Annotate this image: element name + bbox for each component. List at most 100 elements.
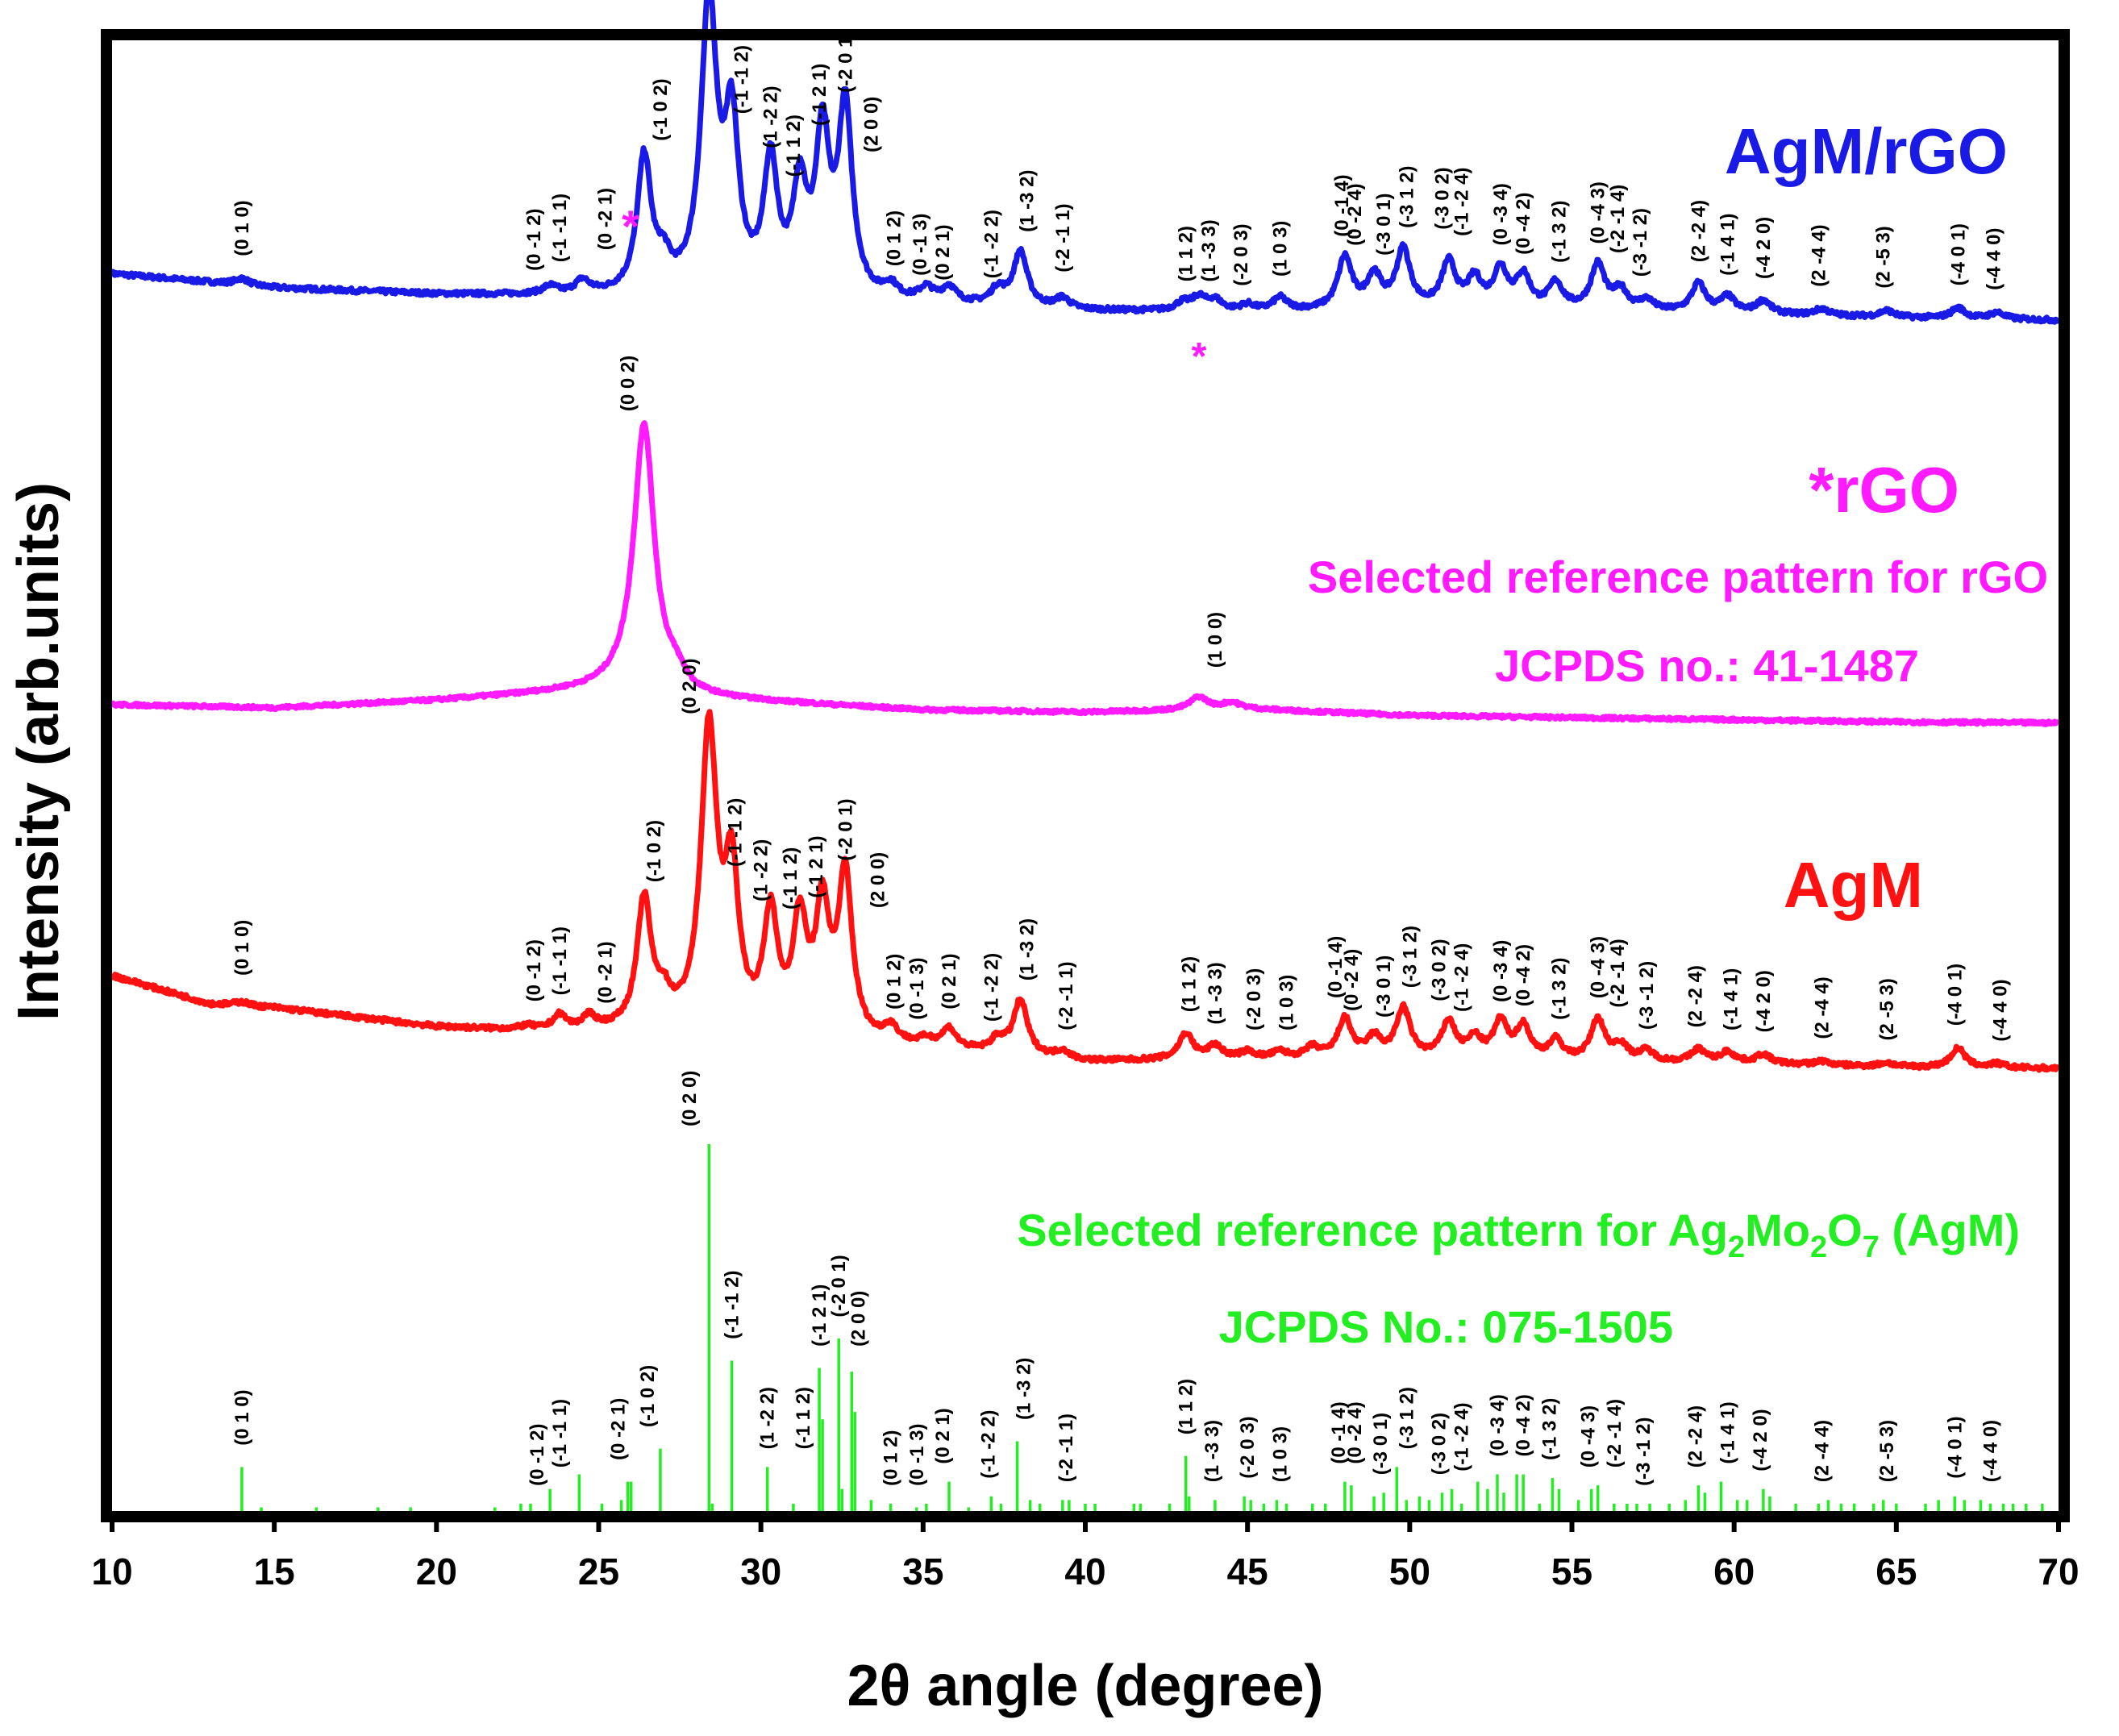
x-tick-label-50: 50	[1389, 1551, 1430, 1592]
hkl-agm-1: (0 -1 2)	[523, 939, 545, 1001]
agm-rgo-label: AgM/rGO	[1725, 115, 2008, 187]
hkl-agm-18: (1 1 2)	[1179, 956, 1201, 1012]
hkl-agm-22: (0 -1 4)	[1325, 936, 1347, 998]
hkl-ref-0: (0 1 0)	[231, 1389, 253, 1445]
x-tick-label-15: 15	[254, 1551, 295, 1592]
hkl-agm-4: (-1 0 2)	[643, 820, 665, 882]
curve-agm	[109, 709, 2062, 1073]
hkl-agm-16: (1 -3 2)	[1017, 918, 1039, 980]
x-tick-label-55: 55	[1551, 1551, 1592, 1592]
hkl-agm-31: (0 -4 3)	[1588, 936, 1609, 998]
hkl-rgo-1: (1 0 0)	[1205, 612, 1226, 668]
agm-ref-suffix: (AgM)	[1880, 1205, 2020, 1255]
hkl-agm_rgo-2: (-1 -1 1)	[549, 194, 571, 262]
hkl-agm-7: (1 -2 2)	[751, 839, 772, 901]
hkl-ref-37: (2 -4 4)	[1811, 1420, 1833, 1482]
agm-ref-sub-2: 2	[1810, 1230, 1827, 1264]
hkl-agm-37: (2 -4 4)	[1811, 976, 1833, 1039]
hkl-agm_rgo-20: (-2 0 3)	[1230, 223, 1252, 285]
hkl-ref-27: (-1 -2 4)	[1451, 1402, 1473, 1471]
hkl-agm-9: (-1 2 1)	[806, 835, 827, 897]
hkl-ref-22: (0 -1 4)	[1328, 1401, 1350, 1463]
hkl-agm_rgo-32: (-2 -1 4)	[1607, 185, 1629, 253]
hkl-agm_rgo-10: (-2 0 1)	[835, 31, 856, 93]
agm-ref-sub-3: 7	[1863, 1230, 1880, 1264]
hkl-agm_rgo-22: (0 -1 4)	[1331, 174, 1353, 236]
hkl-ref-23: (0 -2 4)	[1344, 1401, 1366, 1463]
hkl-ref-5: (0 2 0)	[679, 1071, 701, 1126]
hkl-agm_rgo-35: (-1 4 1)	[1717, 214, 1739, 276]
hkl-ref-14: (0 2 1)	[932, 1408, 954, 1463]
hkl-agm_rgo-40: (-4 4 0)	[1984, 228, 2005, 290]
hkl-ref-33: (-3 -1 2)	[1633, 1418, 1655, 1486]
hkl-agm-35: (-1 4 1)	[1721, 968, 1742, 1030]
hkl-agm_rgo-37: (2 -4 4)	[1808, 224, 1830, 286]
hkl-agm-21: (1 0 3)	[1276, 975, 1297, 1030]
hkl-ref-9: (-1 2 1)	[809, 1284, 831, 1347]
plot-frame	[101, 29, 2070, 1522]
hkl-ref-25: (-3 1 2)	[1396, 1387, 1418, 1449]
hkl-agm_rgo-21: (1 0 3)	[1269, 221, 1291, 277]
hkl-agm-17: (-2 -1 1)	[1055, 961, 1077, 1030]
hkl-agm_rgo-30: (-1 3 2)	[1548, 201, 1570, 263]
hkl-ref-6: (-1 -1 2)	[722, 1271, 743, 1339]
hkl-agm-28: (0 -3 4)	[1490, 940, 1512, 1002]
x-tick-label-30: 30	[740, 1551, 781, 1592]
hkl-agm_rgo-4: (-1 0 2)	[650, 78, 672, 140]
hkl-agm-33: (-3 -1 2)	[1636, 961, 1658, 1030]
hkl-ref-13: (0 -1 3)	[906, 1424, 928, 1486]
hkl-ref-12: (0 1 2)	[880, 1430, 902, 1486]
curve-rgo	[110, 420, 2062, 727]
hkl-agm-15: (-1 -2 2)	[980, 953, 1002, 1022]
hkl-ref-30: (-1 3 2)	[1538, 1398, 1560, 1460]
x-tick-label-20: 20	[416, 1551, 457, 1592]
hkl-ref-29: (0 -4 2)	[1513, 1394, 1534, 1456]
rgo-label: *rGO	[1809, 454, 1959, 526]
hkl-ref-18: (1 1 2)	[1176, 1379, 1197, 1434]
x-tick-label-35: 35	[902, 1551, 943, 1592]
hkl-agm-40: (-4 4 0)	[1990, 979, 2012, 1041]
hkl-agm_rgo-28: (0 -3 4)	[1490, 183, 1512, 245]
hkl-agm_rgo-13: (0 -1 3)	[910, 214, 931, 276]
hkl-agm-24: (-3 0 1)	[1373, 955, 1395, 1018]
hkl-ref-38: (2 -5 3)	[1876, 1420, 1898, 1482]
hkl-agm-12: (0 1 2)	[884, 954, 905, 1010]
x-tick-label-25: 25	[578, 1551, 619, 1592]
hkl-ref-19: (1 -3 3)	[1201, 1420, 1223, 1482]
hkl-agm_rgo-7: (1 -2 2)	[760, 85, 782, 148]
hkl-ref-21: (1 0 3)	[1269, 1426, 1291, 1482]
hkl-ref-4: (-1 0 2)	[637, 1365, 659, 1427]
hkl-agm_rgo-1: (0 -1 2)	[523, 209, 545, 271]
x-axis-ticks: 10 15 20 25 30 35 40 45 50 55 60 65 70	[91, 1511, 2079, 1592]
hkl-agm_rgo-19: (1 -3 3)	[1198, 219, 1220, 281]
hkl-agm_rgo-24: (-3 0 1)	[1373, 194, 1395, 256]
hkl-agm-3: (0 -2 1)	[595, 941, 617, 1003]
rgo-reference-title: Selected reference pattern for rGO	[1308, 552, 2048, 602]
hkl-agm-10: (-2 0 1)	[835, 798, 856, 860]
hkl-agm-5: (0 2 0)	[679, 658, 701, 714]
hkl-agm-8: (-1 1 2)	[780, 847, 801, 910]
agm-reference-title: Selected reference pattern for Ag2Mo2O7 …	[1017, 1205, 2020, 1264]
hkl-agm-19: (1 -3 3)	[1205, 962, 1226, 1024]
hkl-agm-38: (2 -5 3)	[1876, 978, 1898, 1040]
agm-ref-sub-1: 2	[1728, 1230, 1745, 1264]
hkl-agm-6: (-1 -1 2)	[725, 798, 747, 867]
hkl-ref-32: (-2 -1 4)	[1604, 1399, 1626, 1467]
hkl-agm-25: (-3 1 2)	[1399, 926, 1421, 988]
hkl-ref-24: (-3 0 1)	[1370, 1413, 1392, 1475]
hkl-ref-20: (-2 0 3)	[1237, 1416, 1259, 1478]
hkl-ref-10: (-2 0 1)	[828, 1255, 850, 1317]
rgo-marker-1: *	[622, 201, 639, 252]
hkl-ref-2: (-1 -1 1)	[549, 1399, 571, 1467]
x-tick-label-70: 70	[2038, 1551, 2079, 1592]
hkl-agm_rgo-12: (0 1 2)	[884, 210, 905, 266]
agm-label: AgM	[1784, 849, 1923, 921]
x-tick-label-45: 45	[1227, 1551, 1268, 1592]
hkl-agm-29: (0 -4 2)	[1513, 944, 1534, 1006]
hkl-ref-16: (1 -3 2)	[1014, 1358, 1035, 1420]
x-tick-label-10: 10	[91, 1551, 132, 1592]
hkl-agm_rgo-0: (0 1 0)	[231, 200, 253, 256]
hkl-agm_rgo-34: (2 -2 4)	[1688, 200, 1709, 262]
hkl-ref-40: (-4 4 0)	[1980, 1420, 2002, 1482]
hkl-agm_rgo-15: (-1 -2 2)	[980, 210, 1002, 278]
